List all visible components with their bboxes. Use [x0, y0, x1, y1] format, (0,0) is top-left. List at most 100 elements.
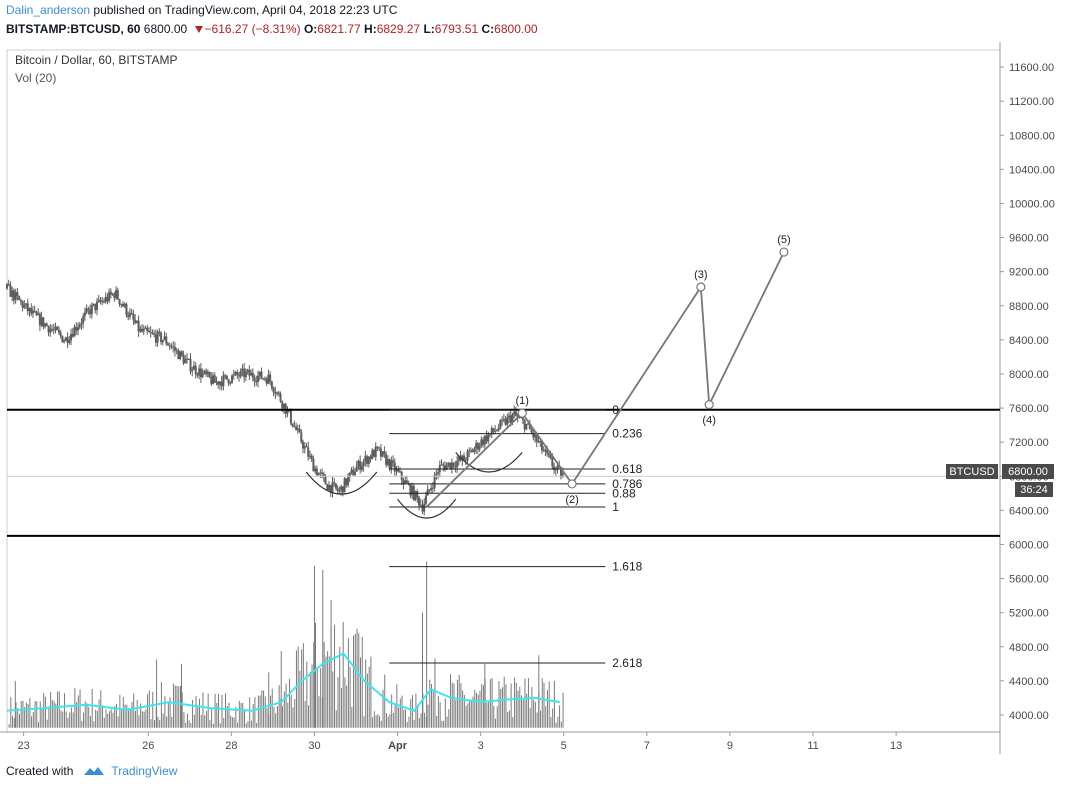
candle-body	[336, 488, 339, 491]
candle-body	[97, 299, 100, 302]
candle-body	[476, 443, 479, 450]
y-tick-label: 11200.00	[1009, 96, 1054, 108]
low-label: L:	[423, 22, 435, 36]
candle-body	[172, 346, 175, 348]
volume-pane	[6, 561, 564, 728]
candle-body	[416, 491, 419, 498]
candle-body	[362, 461, 365, 466]
y-tick-label: 4400.00	[1009, 676, 1049, 688]
candle-body	[540, 440, 543, 451]
candle-body	[482, 439, 485, 445]
candle-body	[80, 323, 83, 325]
candle-body	[321, 472, 324, 474]
candle-body	[161, 339, 164, 343]
candle-body	[116, 290, 119, 300]
candle-body	[385, 454, 388, 465]
chart-frame	[0, 42, 1001, 754]
candle-body	[51, 328, 54, 330]
candle-body	[506, 417, 509, 425]
candle-body	[263, 378, 266, 380]
candle-body	[166, 343, 169, 346]
candle-body	[282, 403, 285, 409]
y-tick-label: 4800.00	[1009, 642, 1049, 654]
candle-body	[28, 308, 31, 312]
candle-body	[310, 455, 313, 459]
candle-body	[141, 328, 144, 332]
candle-body	[94, 303, 97, 311]
candle-body	[267, 374, 270, 384]
candle-body	[509, 415, 512, 423]
y-tick-label: 10000.00	[1009, 198, 1055, 210]
candle-body	[40, 317, 43, 326]
candle-body	[501, 419, 504, 421]
candle-body	[528, 423, 531, 430]
candle-body	[419, 504, 422, 506]
candle-body	[295, 426, 298, 430]
candle-body	[63, 340, 66, 343]
candle-body	[343, 478, 346, 493]
candle-body	[25, 303, 28, 305]
candle-body	[463, 455, 466, 461]
candle-body	[414, 491, 417, 500]
candle-body	[217, 381, 220, 385]
candle-body	[115, 290, 118, 298]
candle-body	[229, 382, 232, 384]
candle-body	[348, 472, 351, 478]
candle-body	[334, 483, 337, 489]
candle-body	[559, 467, 562, 478]
volume-legend: Vol (20)	[15, 71, 56, 85]
candle-body	[466, 451, 469, 461]
candle-body	[390, 460, 393, 469]
candle-body	[196, 374, 199, 376]
tradingview-link[interactable]: TradingView	[111, 764, 178, 778]
candle-body	[66, 337, 69, 343]
y-tick-label: 8400.00	[1009, 335, 1049, 347]
candle-body	[199, 368, 202, 378]
candle-body	[210, 377, 213, 384]
candle-body	[142, 328, 145, 332]
candle-body	[511, 414, 514, 423]
candle-body	[286, 410, 289, 414]
candle-body	[89, 309, 92, 315]
candle-body	[23, 304, 26, 308]
candle-body	[397, 469, 400, 472]
candle-body	[225, 375, 228, 380]
wave-point	[517, 408, 527, 418]
wave-label: (4)	[702, 415, 715, 427]
symbol: BITSTAMP:BTCUSD, 60	[6, 22, 141, 36]
candle-body	[326, 484, 329, 490]
candle-body	[244, 371, 247, 378]
candle-body	[7, 283, 10, 286]
candle-body	[253, 377, 256, 382]
candle-body	[360, 465, 363, 470]
candle-body	[19, 299, 22, 302]
candle-body	[158, 331, 161, 333]
x-tick-label: 30	[308, 740, 320, 752]
candle-body	[551, 457, 554, 467]
candle-body	[82, 316, 85, 324]
candle-body	[379, 448, 382, 457]
candle-body	[447, 462, 450, 465]
candle-body	[376, 446, 379, 448]
author-link[interactable]: Dalin_anderson	[6, 3, 91, 17]
candle-body	[423, 503, 426, 512]
candle-body	[194, 365, 197, 375]
candle-body	[54, 326, 57, 330]
candle-body	[319, 472, 322, 474]
candle-body	[364, 456, 367, 462]
candle-body	[258, 371, 261, 376]
candle-body	[546, 449, 549, 454]
candle-body	[480, 439, 483, 447]
candle-body	[132, 314, 135, 320]
wave-point	[567, 479, 577, 489]
y-tick-label: 11600.00	[1009, 62, 1054, 74]
candle-body	[111, 293, 114, 295]
candle-body	[64, 337, 67, 341]
candle-body	[492, 428, 495, 432]
candle-body	[353, 471, 356, 476]
badge-symbol: BTCUSD	[949, 466, 994, 478]
candle-body	[121, 304, 124, 307]
candle-body	[523, 419, 526, 430]
candle-body	[367, 456, 370, 464]
